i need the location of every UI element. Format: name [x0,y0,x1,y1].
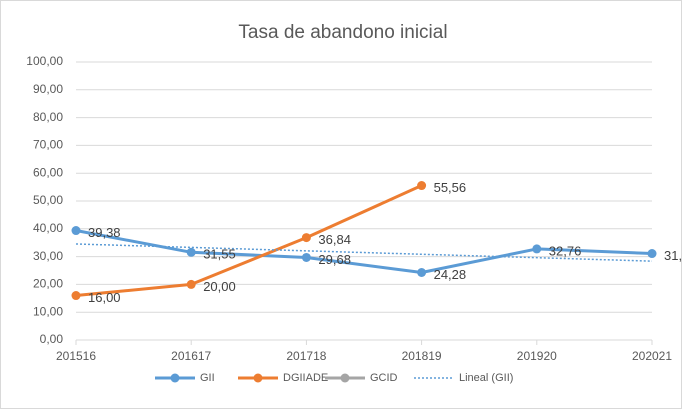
y-tick-label: 50,00 [33,193,63,207]
data-label: 31,1 [664,248,682,263]
data-label: 39,38 [88,225,121,240]
marker [301,233,311,243]
y-tick-label: 0,00 [40,332,64,346]
marker [301,252,311,262]
marker [417,181,427,191]
x-tick-label: 202021 [632,349,672,363]
marker [186,279,196,289]
y-tick-label: 60,00 [33,165,63,179]
y-tick-label: 20,00 [33,277,63,291]
data-label: 36,84 [318,232,351,247]
y-tick-label: 90,00 [33,82,63,96]
legend-marker [253,373,263,383]
data-label: 24,28 [434,267,467,282]
series-line [75,184,423,298]
y-tick-label: 40,00 [33,221,63,235]
x-tick-label: 201819 [402,349,442,363]
marker [532,244,542,254]
y-tick-label: 80,00 [33,110,63,124]
marker [647,249,657,259]
legend-label: GCID [370,372,398,384]
data-label: 31,55 [203,247,236,262]
series-line [75,229,653,275]
y-tick-label: 30,00 [33,249,63,263]
legend-marker [340,373,350,383]
marker [71,291,81,301]
marker [417,268,427,278]
data-label: 29,68 [318,252,351,267]
x-tick-label: 201718 [286,349,326,363]
data-label: 20,00 [203,279,236,294]
y-tick-label: 100,00 [26,54,63,68]
y-tick-label: 70,00 [33,138,63,152]
legend-label: GII [200,372,215,384]
legend-label: Lineal (GII) [459,372,513,384]
trendline [75,243,653,262]
data-label: 32,76 [549,243,582,258]
legend-label: DGIIADE [283,372,328,384]
y-tick-label: 10,00 [33,304,63,318]
x-tick-label: 201516 [56,349,96,363]
data-label: 16,00 [88,290,121,305]
x-tick-label: 201617 [171,349,211,363]
marker [71,226,81,236]
x-tick-label: 201920 [517,349,557,363]
legend-marker [170,373,180,383]
data-label: 55,56 [434,180,467,195]
chart-title: Tasa de abandono inicial [238,22,447,43]
marker [186,247,196,257]
